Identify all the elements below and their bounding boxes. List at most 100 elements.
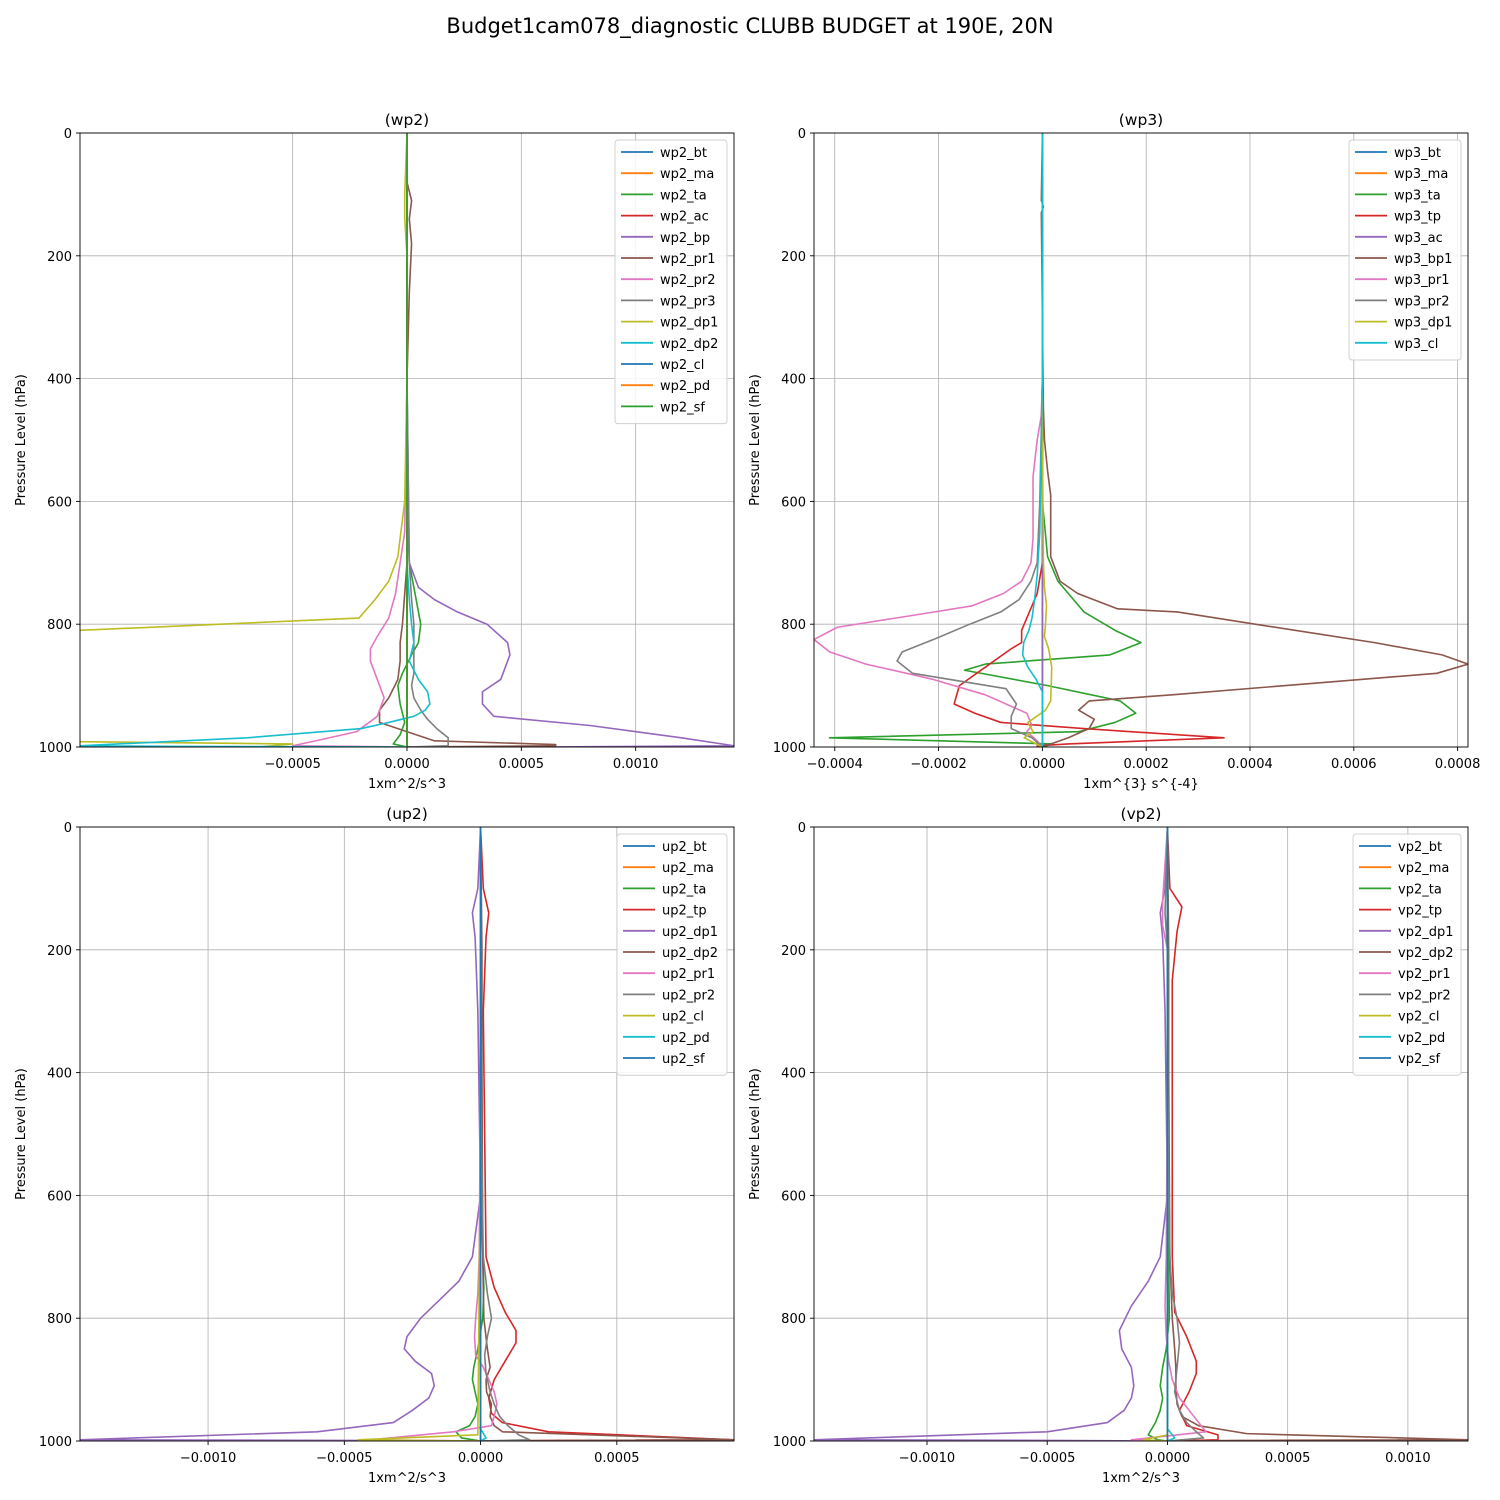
y-tick-label: 0: [64, 127, 72, 142]
series-line-wp3_cl: [1021, 133, 1044, 747]
series-line-vp2_dp1: [814, 827, 1169, 1441]
legend-label: wp2_pd: [660, 379, 710, 394]
axes-frame: [79, 826, 735, 1442]
series-line-up2_pr2: [479, 827, 531, 1441]
series-line-wp2_dp2: [80, 133, 431, 747]
legend-label: wp3_tp: [1394, 210, 1441, 225]
series-line-wp2_bp: [406, 133, 734, 747]
legend-label: wp2_bp: [660, 231, 710, 246]
legend-label: vp2_pd: [1398, 1031, 1445, 1046]
y-tick-label: 400: [47, 1067, 72, 1082]
chart-title: (wp2): [385, 111, 429, 129]
legend: vp2_bt vp2_ma vp2_ta vp2_tp vp2_dp1 vp2_dp2vp…: [1352, 833, 1462, 1076]
legend-label: vp2_dp2: [1398, 946, 1454, 961]
chart-title: (wp3): [1119, 111, 1163, 129]
y-tick-label: 200: [47, 944, 72, 959]
legend-label: wp3_ac: [1394, 231, 1443, 246]
legend-label: wp2_cl: [660, 358, 704, 373]
series-line-wp3_tp: [953, 133, 1225, 747]
chart-title: (up2): [386, 805, 428, 823]
legend-label: vp2_bt: [1398, 840, 1442, 855]
y-axis-label: Pressure Level (hPa): [748, 1068, 763, 1200]
legend-label: wp2_sf: [660, 400, 705, 415]
legend-label: up2_pr2: [662, 988, 715, 1003]
axes-frame: [813, 826, 1469, 1442]
legend-label: vp2_pr2: [1398, 988, 1451, 1003]
y-tick-label: 800: [47, 618, 72, 633]
x-tick-label: −0.0010: [899, 1451, 955, 1466]
chart-panel-1: −0.0004 −0.0002 0.0000 0.0002 0.0004 0.0006 0.…: [748, 111, 1480, 792]
legend-label: wp3_dp1: [1394, 316, 1452, 331]
legend-label: wp2_pr3: [660, 294, 716, 309]
x-tick-label: 0.0005: [499, 757, 545, 772]
x-tick-label: 0.0000: [1145, 1451, 1191, 1466]
axes-frame: [813, 132, 1469, 748]
legend-label: vp2_sf: [1398, 1052, 1440, 1067]
chart-panel-3: −0.0010 −0.0005 0.0000 0.0005 0.0010 0 200 400 6…: [748, 805, 1469, 1486]
legend-label: up2_sf: [662, 1052, 705, 1067]
x-tick-label: 0.0000: [458, 1451, 504, 1466]
legend-label: up2_cl: [662, 1010, 704, 1025]
series-line-wp3_pr2: [896, 133, 1044, 747]
y-tick-label: 400: [781, 1067, 806, 1082]
legend-label: vp2_ta: [1398, 882, 1442, 897]
legend: up2_bt up2_ma up2_ta up2_tp up2_dp1 up2_dp2up…: [616, 833, 728, 1076]
legend-label: vp2_tp: [1398, 904, 1442, 919]
y-tick-label: 400: [781, 373, 806, 388]
x-axis-label: 1xm^2/s^3: [1102, 1471, 1180, 1486]
y-axis-label: Pressure Level (hPa): [14, 374, 29, 506]
legend-box: [614, 139, 728, 425]
y-tick-label: 1000: [773, 741, 806, 756]
legend-label: vp2_dp1: [1398, 925, 1454, 940]
x-tick-label: 0.0006: [1331, 757, 1377, 772]
series-line-wp2_pr3: [406, 133, 449, 747]
x-tick-label: −0.0004: [807, 757, 863, 772]
legend-label: wp2_ac: [660, 210, 709, 225]
legend-label: wp2_ta: [660, 188, 707, 203]
series-line-wp3_pr1: [814, 133, 1044, 747]
y-axis-label: Pressure Level (hPa): [748, 374, 763, 506]
x-tick-label: 0.0010: [613, 757, 659, 772]
x-tick-label: −0.0005: [316, 1451, 372, 1466]
y-tick-label: 1000: [39, 741, 72, 756]
series-line-up2_tp: [479, 827, 734, 1441]
legend-label: wp2_pr2: [660, 273, 716, 288]
legend-label: wp3_bt: [1394, 146, 1441, 161]
y-tick-label: 1000: [39, 1435, 72, 1450]
y-tick-label: 800: [781, 618, 806, 633]
x-axis-label: 1xm^2/s^3: [368, 777, 446, 792]
chart-panel-2: −0.0010 −0.0005 0.0000 0.0005 0 200 400 600 800 1…: [14, 805, 735, 1486]
x-axis-label: 1xm^2/s^3: [368, 1471, 446, 1486]
series-group: [814, 827, 1468, 1441]
y-tick-label: 800: [781, 1312, 806, 1327]
x-tick-label: −0.0005: [1019, 1451, 1075, 1466]
legend-label: wp2_dp2: [660, 337, 718, 352]
legend-label: wp3_ma: [1394, 167, 1448, 182]
legend-label: wp3_ta: [1394, 188, 1441, 203]
series-group: [814, 133, 1468, 747]
y-tick-label: 400: [47, 373, 72, 388]
legend-label: up2_bt: [662, 840, 707, 855]
x-tick-label: 0.0000: [1020, 757, 1066, 772]
series-line-vp2_pr1: [1130, 827, 1207, 1441]
series-line-wp2_dp1: [80, 133, 408, 747]
legend-label: wp2_dp1: [660, 316, 718, 331]
chart-title: (vp2): [1121, 805, 1162, 823]
x-tick-label: 0.0004: [1227, 757, 1273, 772]
series-group: [80, 827, 734, 1441]
y-tick-label: 600: [781, 1189, 806, 1204]
legend-label: wp3_bp1: [1394, 252, 1452, 267]
series-line-wp2_pr2: [291, 133, 408, 747]
legend-label: wp2_pr1: [660, 252, 716, 267]
x-tick-label: 0.0002: [1123, 757, 1169, 772]
y-tick-label: 0: [798, 821, 806, 836]
series-line-wp3_ta: [828, 133, 1142, 747]
series-group: [80, 133, 734, 747]
y-tick-label: 200: [781, 250, 806, 265]
legend-label: up2_dp1: [662, 925, 718, 940]
x-tick-label: 0.0010: [1385, 1451, 1431, 1466]
series-line-vp2_ta: [1147, 827, 1171, 1441]
x-tick-label: 0.0005: [1265, 1451, 1311, 1466]
legend: wp3_bt wp3_ma wp3_ta wp3_tp wp3_ac wp3_bp1 wp3…: [1348, 139, 1462, 361]
